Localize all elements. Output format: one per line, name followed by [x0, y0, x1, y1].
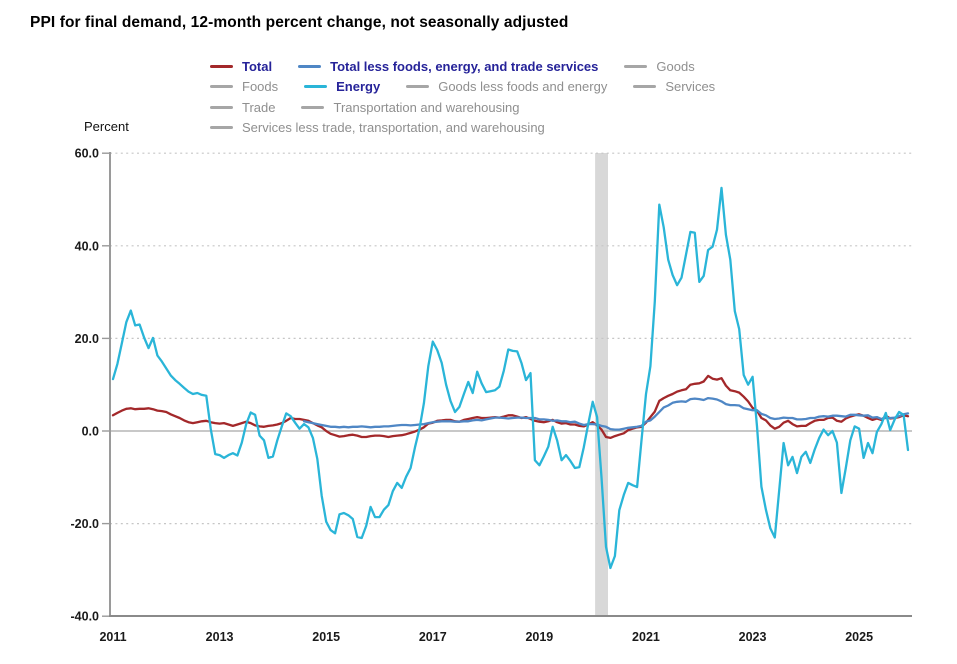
- legend-item-total[interactable]: Total: [210, 59, 272, 74]
- legend-item-foods[interactable]: Foods: [210, 79, 278, 94]
- series-line-total-less-foods-energy-and-trade-services: [302, 396, 910, 431]
- legend-swatch-energy: [304, 85, 328, 89]
- legend-swatch-trade: [210, 105, 233, 109]
- y-tick-label-60.0: 60.0: [75, 147, 99, 161]
- legend-row-4: Services less trade, transportation, and…: [210, 118, 810, 139]
- legend-item-total-less-foods-energy-and-trade-services[interactable]: Total less foods, energy, and trade serv…: [298, 59, 598, 74]
- legend-label-trade: Trade: [242, 99, 276, 115]
- legend-swatch-goods-less-foods-and-energy: [406, 85, 430, 89]
- y-tick-label-40.0: 40.0: [75, 239, 99, 253]
- legend-item-services-less-trade-transportation-and-warehousing[interactable]: Services less trade, transportation, and…: [210, 120, 545, 135]
- chart-title: PPI for final demand, 12-month percent c…: [30, 14, 569, 31]
- legend-label-total-less-foods-energy-and-trade-services: Total less foods, energy, and trade serv…: [330, 58, 599, 74]
- recession-band: [595, 153, 608, 616]
- x-tick-label-2019: 2019: [525, 630, 553, 644]
- legend-label-transportation-and-warehousing: Transportation and warehousing: [333, 99, 520, 115]
- series-line-total: [111, 374, 910, 440]
- legend-swatch-total-less-foods-energy-and-trade-services: [298, 64, 322, 68]
- legend: Total Total less foods, energy, and trade…: [210, 56, 810, 138]
- y-tick-label-0.0: 0.0: [82, 425, 99, 439]
- legend-swatch-transportation-and-warehousing: [301, 105, 325, 109]
- x-tick-label-2013: 2013: [206, 630, 234, 644]
- y-tick-label-20.0: 20.0: [75, 332, 99, 346]
- legend-row-3: Trade Transportation and warehousing: [210, 97, 810, 118]
- legend-label-services-less-trade-transportation-and-warehousing: Services less trade, transportation, and…: [242, 120, 545, 136]
- x-tick-label-2015: 2015: [312, 630, 340, 644]
- legend-label-total: Total: [242, 58, 273, 74]
- legend-label-energy: Energy: [336, 79, 381, 95]
- legend-row-1: Total Total less foods, energy, and trade…: [210, 56, 810, 77]
- legend-label-goods: Goods: [656, 58, 695, 74]
- legend-item-energy[interactable]: Energy: [304, 79, 380, 94]
- legend-label-goods-less-foods-and-energy: Goods less foods and energy: [438, 79, 608, 95]
- legend-swatch-total: [210, 64, 233, 68]
- legend-row-2: Foods Energy Goods less foods and energy Se…: [210, 77, 810, 98]
- y-axis-title: Percent: [84, 119, 129, 134]
- x-tick-label-2017: 2017: [419, 630, 447, 644]
- legend-label-services: Services: [665, 79, 716, 95]
- legend-item-transportation-and-warehousing[interactable]: Transportation and warehousing: [301, 100, 519, 115]
- x-tick-label-2025: 2025: [845, 630, 873, 644]
- legend-item-goods[interactable]: Goods: [624, 58, 695, 74]
- y-tick-label--40.0: -40.0: [71, 610, 100, 624]
- x-tick-label-2021: 2021: [632, 630, 660, 644]
- legend-label-foods: Foods: [242, 79, 279, 95]
- legend-item-trade[interactable]: Trade: [210, 100, 275, 115]
- x-tick-label-2011: 2011: [99, 630, 126, 644]
- legend-item-goods-less-foods-and-energy[interactable]: Goods less foods and energy: [406, 79, 607, 94]
- legend-item-services[interactable]: Services: [633, 79, 715, 94]
- series-line-energy: [111, 186, 910, 570]
- y-tick-label--20.0: -20.0: [71, 517, 100, 531]
- legend-swatch-services: [633, 85, 657, 89]
- legend-swatch-goods: [624, 64, 648, 68]
- legend-swatch-services-less-trade-transportation-and-warehousing: [210, 126, 233, 130]
- x-tick-label-2023: 2023: [739, 630, 767, 644]
- legend-swatch-foods: [210, 85, 233, 89]
